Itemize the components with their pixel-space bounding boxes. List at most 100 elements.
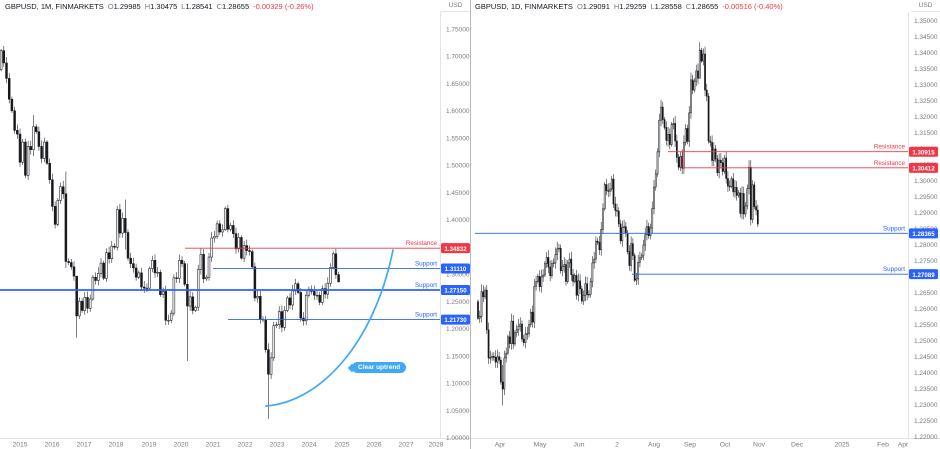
price-level-badge-value: 1.31110 xyxy=(445,266,467,273)
ohlc-label-close: C xyxy=(216,2,222,11)
x-axis-label: 2022 xyxy=(237,442,252,449)
time-axis[interactable]: 2015 2016 2017 2018 2019 2020 2021 2022 2023 2024… xyxy=(12,442,443,449)
ohlc-value-high: 1.29259 xyxy=(619,2,647,11)
price-level-badge xyxy=(909,162,938,173)
x-axis-label: Apr xyxy=(495,442,506,449)
price-chart-canvas-monthly[interactable]: 1.75000 1.70000 1.65000 1.60000 1.55000 1.500… xyxy=(0,0,470,449)
ohlc-label-low: L xyxy=(650,2,655,11)
candlestick-series xyxy=(477,42,759,406)
y-axis-tick: 1.55000 xyxy=(446,135,470,142)
x-axis-label: May xyxy=(534,442,547,449)
price-level-badge xyxy=(441,285,470,296)
chart-legend-monthly: GBPUSD, 1M, FINMARKETS O1.29985 H1.30475 L1… xyxy=(5,2,314,11)
change-value: -0.00516 (-0.40%) xyxy=(722,2,783,11)
resistance-label: Resistance xyxy=(874,160,906,167)
support-label: Support xyxy=(883,266,905,273)
y-axis-tick: 1.26000 xyxy=(914,306,938,313)
change-value: -0.00329 (-0.26%) xyxy=(253,2,314,11)
chart-panel-monthly[interactable]: 1.75000 1.70000 1.65000 1.60000 1.55000 1.500… xyxy=(0,0,470,449)
y-axis-tick: 1.33000 xyxy=(914,82,938,89)
trend-curve[interactable] xyxy=(265,249,394,407)
y-axis-tick: 1.65000 xyxy=(446,81,470,88)
y-axis-tick: 1.23500 xyxy=(914,386,938,393)
y-axis-tick: 1.29500 xyxy=(914,194,938,201)
y-axis-tick: 1.00000 xyxy=(446,435,470,442)
y-axis-tick: 1.75000 xyxy=(446,26,470,33)
x-axis-label: 2019 xyxy=(141,442,156,449)
x-axis-label: 2 xyxy=(615,442,619,449)
x-axis-label: Oct xyxy=(720,442,731,449)
price-level-badge-value: 1.21730 xyxy=(444,317,467,324)
y-axis-tick: 1.34000 xyxy=(914,50,938,57)
x-axis-label: 2027 xyxy=(398,442,413,449)
ohlc-label-high: H xyxy=(144,2,151,11)
y-axis-tick: 1.10000 xyxy=(446,381,470,388)
y-axis-tick: 1.32000 xyxy=(914,114,938,121)
chart-panel-daily[interactable]: 1.35000 1.34500 1.34000 1.33500 1.33000 1.325… xyxy=(470,0,940,449)
price-scale-currency[interactable]: USD xyxy=(441,0,470,12)
x-axis-label: Jun xyxy=(574,442,585,449)
y-axis-tick: 1.24000 xyxy=(914,370,938,377)
trend-annotation-bubble[interactable]: Clear uptrend xyxy=(352,362,407,373)
y-axis-tick: 1.40000 xyxy=(446,217,470,224)
y-axis-tick: 1.23000 xyxy=(914,402,938,409)
x-axis-label: 2025 xyxy=(334,442,349,449)
y-axis-tick: 1.33500 xyxy=(914,66,938,73)
y-axis-tick: 1.32500 xyxy=(914,98,938,105)
x-axis-label: Aug xyxy=(648,442,660,449)
x-axis-label: 2023 xyxy=(269,442,284,449)
y-axis-tick: 1.25000 xyxy=(446,299,470,306)
x-axis-label: Dec xyxy=(791,442,804,449)
price-chart-canvas-daily[interactable]: 1.35000 1.34500 1.34000 1.33500 1.33000 1.325… xyxy=(470,0,940,449)
x-axis-label: 2018 xyxy=(108,442,123,449)
y-axis-tick: 1.30000 xyxy=(914,178,938,185)
y-axis-tick: 1.20000 xyxy=(446,326,470,333)
ohlc-label-close: C xyxy=(685,2,692,11)
y-axis-tick: 1.05000 xyxy=(446,408,470,415)
ohlc-value-low: 1.28558 xyxy=(654,2,682,11)
price-level-badge-value: 1.27150 xyxy=(444,288,467,295)
resistance-label: Resistance xyxy=(874,144,906,151)
y-axis-tick: 1.22500 xyxy=(914,418,938,425)
ohlc-value-low: 1.28541 xyxy=(185,2,213,11)
price-level-badge xyxy=(441,263,470,274)
price-axis[interactable]: 1.75000 1.70000 1.65000 1.60000 1.55000 1.500… xyxy=(446,26,470,442)
price-scale-currency[interactable]: USD xyxy=(911,0,940,12)
price-level-badge xyxy=(441,243,470,254)
support-label: Support xyxy=(883,225,905,232)
symbol-title[interactable]: GBPUSD, 1D, FINMARKETS xyxy=(475,2,573,11)
price-level-badge xyxy=(909,228,938,239)
y-axis-tick: 1.30000 xyxy=(446,272,470,279)
support-label: Support xyxy=(415,312,437,319)
support-label: Support xyxy=(415,282,437,289)
price-level-badge xyxy=(909,269,938,280)
price-level-badge xyxy=(909,146,938,157)
y-axis-tick: 1.27500 xyxy=(914,258,938,265)
ohlc-value-open: 1.29091 xyxy=(582,2,610,11)
time-axis[interactable]: Apr May Jun 2 Aug Sep Oct Nov Dec 2025 Feb Apr xyxy=(495,442,909,449)
x-axis-label: 2024 xyxy=(301,442,316,449)
ohlc-value-open: 1.29985 xyxy=(113,2,141,11)
y-axis-tick: 1.29000 xyxy=(914,210,938,217)
x-axis-label: 2015 xyxy=(12,442,27,449)
ohlc-label-low: L xyxy=(181,2,186,11)
price-level-badge-value: 1.34832 xyxy=(444,246,467,253)
x-axis-label: 2021 xyxy=(205,442,220,449)
y-axis-tick: 1.34500 xyxy=(914,34,938,41)
price-level-badge-value: 1.30412 xyxy=(912,165,935,172)
ohlc-label-open: O xyxy=(576,2,583,11)
y-axis-tick: 1.25500 xyxy=(914,322,938,329)
x-axis-label: 2020 xyxy=(173,442,188,449)
x-axis-label: Feb xyxy=(877,442,889,449)
y-axis-tick: 1.26500 xyxy=(914,290,938,297)
price-level-badge xyxy=(441,314,470,325)
y-axis-tick: 1.35000 xyxy=(914,18,938,25)
y-axis-tick: 1.31500 xyxy=(914,130,938,137)
ohlc-value-high: 1.30475 xyxy=(150,2,178,11)
y-axis-tick: 1.70000 xyxy=(446,54,470,61)
y-axis-tick: 1.15000 xyxy=(446,353,470,360)
y-axis-tick: 1.45000 xyxy=(446,190,470,197)
symbol-title[interactable]: GBPUSD, 1M, FINMARKETS xyxy=(5,2,104,11)
panel-divider[interactable] xyxy=(470,0,471,449)
x-axis-label: 2017 xyxy=(76,442,91,449)
